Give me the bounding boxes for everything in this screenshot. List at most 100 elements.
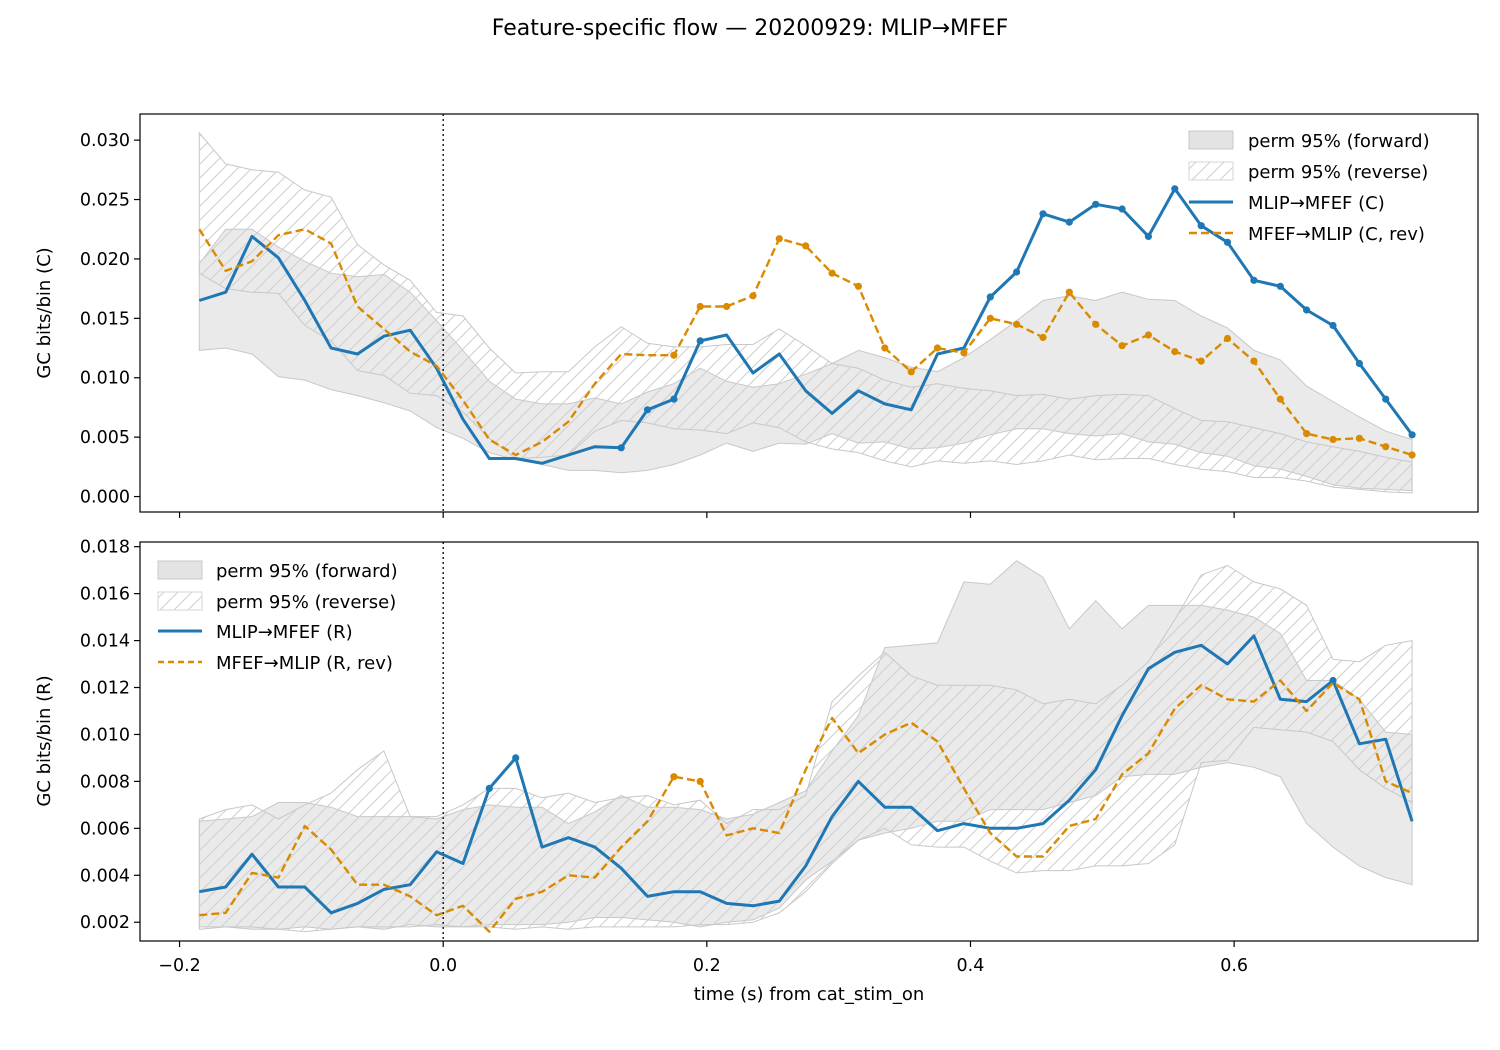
bottom-panel: 0.002 0.004 0.006 0.008 0.010 0.012 0.014 0.016… xyxy=(34,538,1479,1005)
significant-point-reverse xyxy=(986,314,994,322)
significant-point-reverse xyxy=(802,242,810,250)
significant-point-forward xyxy=(696,337,704,345)
significant-point-forward xyxy=(1039,210,1047,218)
y-tick-label: 0.025 xyxy=(80,191,130,211)
significant-point-forward xyxy=(1171,185,1179,193)
top-legend: perm 95% (forward) perm 95% (reverse) ML… xyxy=(1188,130,1430,245)
significant-point-forward xyxy=(1329,321,1337,330)
significant-point-forward xyxy=(1197,222,1205,230)
significant-point-forward xyxy=(1355,359,1363,368)
significant-point-reverse xyxy=(696,302,704,311)
bottom-x-ticks: −0.2 0.0 0.2 0.4 0.6 xyxy=(158,941,1248,976)
significant-point-reverse xyxy=(907,368,915,376)
legend-swatch-band-reverse xyxy=(157,591,203,611)
legend-swatch-band-forward xyxy=(157,560,203,580)
legend-label: perm 95% (forward) xyxy=(1248,131,1430,152)
significant-point-reverse xyxy=(1276,395,1284,403)
significant-point-reverse xyxy=(1171,348,1179,356)
significant-point-reverse xyxy=(1013,320,1021,328)
significant-point-reverse xyxy=(854,282,863,290)
series-line-reverse xyxy=(199,679,1413,933)
significant-point-forward xyxy=(1144,232,1152,240)
perm-band-reverse xyxy=(198,564,1413,933)
bottom-bands xyxy=(198,560,1413,933)
x-tick-label: 0.2 xyxy=(693,956,721,976)
significant-point-forward xyxy=(1250,276,1258,284)
significant-point-forward xyxy=(1223,238,1232,246)
significant-point-reverse xyxy=(828,269,836,277)
significant-point-reverse xyxy=(1329,435,1337,444)
significant-point-reverse xyxy=(1092,320,1100,328)
significant-point-forward xyxy=(643,406,652,414)
legend-label: MLIP→MFEF (R) xyxy=(216,622,353,643)
top-panel: 0.000 0.005 0.010 0.015 0.020 0.025 0.030 GC b… xyxy=(34,113,1479,518)
legend-swatch-band-reverse xyxy=(1188,161,1234,181)
y-tick-label: 0.018 xyxy=(80,538,130,558)
significant-point-forward xyxy=(485,784,493,793)
significant-point-reverse xyxy=(1382,443,1390,451)
legend-label: MFEF→MLIP (C, rev) xyxy=(1248,224,1425,245)
series-line-forward xyxy=(199,634,1414,915)
series-line-forward xyxy=(198,187,1414,465)
significant-point-forward xyxy=(1092,200,1100,208)
y-tick-label: 0.010 xyxy=(80,369,130,389)
bottom-legend: perm 95% (forward) perm 95% (reverse) ML… xyxy=(157,560,398,674)
y-tick-label: 0.020 xyxy=(80,250,130,270)
x-tick-label: −0.2 xyxy=(158,956,201,976)
y-tick-label: 0.008 xyxy=(80,772,130,792)
legend-label: perm 95% (reverse) xyxy=(1248,162,1428,183)
significant-point-forward xyxy=(1276,282,1284,290)
y-tick-label: 0.014 xyxy=(80,632,130,652)
significant-point-reverse xyxy=(696,777,704,786)
series-line-reverse xyxy=(198,227,1413,457)
y-tick-label: 0.005 xyxy=(80,428,130,448)
top-bands xyxy=(198,131,1413,494)
y-tick-label: 0.030 xyxy=(80,131,130,151)
significant-point-reverse xyxy=(1039,333,1047,341)
significant-point-reverse xyxy=(1065,288,1073,296)
significant-point-forward xyxy=(617,444,625,452)
significant-point-reverse xyxy=(670,351,678,359)
y-tick-label: 0.012 xyxy=(80,679,130,699)
significant-point-forward xyxy=(512,754,520,762)
bottom-y-axis-label: GC bits/bin (R) xyxy=(34,675,55,806)
top-y-axis-label: GC bits/bin (C) xyxy=(34,247,55,378)
significant-point-forward xyxy=(1303,306,1311,314)
y-tick-label: 0.006 xyxy=(80,819,130,839)
y-tick-label: 0.016 xyxy=(80,585,130,605)
significant-point-reverse xyxy=(1355,434,1363,442)
legend-label: perm 95% (forward) xyxy=(216,561,398,582)
figure-title: Feature-specific flow — 20200929: MLIP→M… xyxy=(491,16,1009,41)
top-x-ticks xyxy=(178,512,1235,518)
significant-point-forward xyxy=(1382,395,1390,403)
y-tick-label: 0.002 xyxy=(80,913,130,933)
significant-point-reverse xyxy=(1118,342,1126,350)
significant-point-reverse xyxy=(1408,451,1416,459)
significant-point-reverse xyxy=(881,344,889,352)
x-tick-label: 0.4 xyxy=(957,956,985,976)
y-tick-label: 0.010 xyxy=(80,725,130,745)
significant-point-reverse xyxy=(933,344,942,352)
significant-point-forward xyxy=(1013,268,1021,276)
legend-label: MLIP→MFEF (C) xyxy=(1248,193,1385,214)
top-y-ticks: 0.000 0.005 0.010 0.015 0.020 0.025 0.030 xyxy=(80,131,140,508)
significant-point-reverse xyxy=(1250,357,1258,365)
y-tick-label: 0.015 xyxy=(80,309,130,329)
significant-point-forward xyxy=(670,395,678,403)
significant-point-reverse xyxy=(723,302,731,311)
significant-point-forward xyxy=(1065,218,1073,226)
significant-point-reverse xyxy=(749,292,757,300)
bottom-axes-frame xyxy=(139,541,1479,942)
top-series xyxy=(198,185,1416,465)
significant-point-reverse xyxy=(775,235,783,243)
legend-swatch-band-forward xyxy=(1188,130,1234,150)
significant-point-reverse xyxy=(1223,334,1232,343)
significant-point-reverse xyxy=(960,349,968,357)
legend-label: perm 95% (reverse) xyxy=(216,592,396,613)
y-tick-label: 0.000 xyxy=(80,488,130,508)
top-axes-frame xyxy=(139,113,1479,513)
bottom-series xyxy=(199,634,1414,933)
perm-band-reverse xyxy=(198,131,1413,494)
legend-label: MFEF→MLIP (R, rev) xyxy=(216,653,393,674)
